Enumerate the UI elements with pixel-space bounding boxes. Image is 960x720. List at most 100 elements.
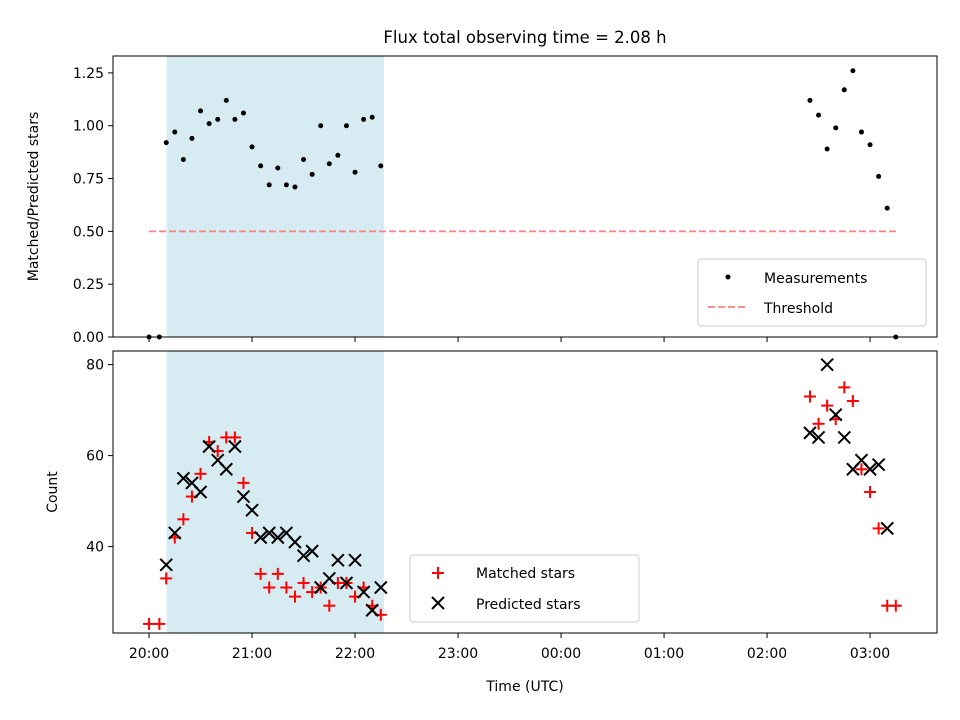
predicted-star-point — [322, 571, 337, 586]
measurement-point — [232, 116, 238, 122]
measurement-point — [301, 157, 307, 163]
predicted-star-point — [339, 576, 354, 590]
matched-star-point — [177, 513, 190, 526]
predicted-star-point — [159, 558, 173, 572]
predicted-star-point — [168, 526, 182, 540]
matched-star-point — [846, 395, 859, 408]
matched-star-point — [153, 617, 166, 630]
measurement-point — [240, 110, 246, 116]
predicted-star-point — [253, 530, 268, 545]
measurement-point — [266, 182, 272, 188]
legend-measurements-marker — [725, 274, 731, 280]
legend-threshold-label: Threshold — [763, 301, 833, 317]
predicted-star-point — [305, 544, 319, 558]
predicted-star-point — [365, 603, 379, 617]
measurement-point — [884, 205, 890, 211]
legend-matched-marker — [432, 567, 444, 579]
matched-star-point — [160, 572, 173, 585]
matched-star-point — [271, 567, 284, 580]
x-tick-label: 01:00 — [644, 646, 684, 662]
measurement-point — [361, 116, 367, 122]
measurement-point — [223, 97, 229, 103]
predicted-star-point — [820, 357, 834, 372]
measurement-point — [318, 123, 324, 129]
y-tick-label: 1.00 — [73, 119, 104, 135]
measurement-point — [326, 161, 332, 167]
x-tick-label: 21:00 — [232, 646, 272, 662]
bottom-panel: 40 60 80 20:00 21:00 22:00 23:00 00:00 01:00 02:… — [45, 350, 938, 662]
measurement-point — [824, 146, 830, 152]
predicted-star-point — [288, 535, 302, 549]
matched-star-point — [254, 567, 267, 580]
matched-star-point — [812, 417, 825, 430]
predicted-star-point — [863, 462, 877, 476]
y-tick-label: 0.00 — [73, 330, 104, 346]
bottom-axes-frame — [112, 350, 938, 634]
top-panel: 0.00 0.25 0.50 0.75 1.00 1.25 Matched/Predict… — [26, 55, 938, 346]
top-y-axis-label: Matched/Predicted stars — [26, 112, 42, 282]
matched-star-point — [194, 467, 207, 480]
matched-star-point — [263, 581, 276, 594]
predicted-star-point — [262, 526, 276, 540]
matched-star-point — [803, 390, 816, 403]
predicted-star-point — [331, 553, 345, 567]
predicted-star-point — [219, 462, 234, 476]
measurement-point — [816, 112, 822, 118]
measurement-point — [172, 129, 178, 135]
measurement-point — [249, 144, 255, 150]
measurement-point — [867, 142, 873, 148]
predicted-star-point — [176, 471, 191, 486]
measurement-point — [275, 165, 281, 171]
predicted-star-point — [348, 553, 362, 567]
shaded-interval — [166, 351, 384, 633]
measurement-point — [180, 157, 186, 163]
matched-star-point — [297, 576, 310, 589]
predicted-star-point — [271, 530, 285, 545]
matched-star-point — [228, 431, 241, 444]
predicted-star-point — [837, 430, 852, 445]
measurement-point — [850, 68, 856, 74]
measurement-point — [292, 184, 298, 190]
predicted-star-point — [829, 407, 843, 422]
y-tick-label: 0.50 — [73, 224, 104, 240]
measurement-point — [807, 97, 813, 103]
bottom-legend: Matched stars Predicted stars — [409, 554, 640, 623]
top-legend: Measurements Threshold — [697, 258, 927, 327]
measurement-point — [343, 123, 349, 129]
legend-predicted-marker — [431, 596, 445, 610]
predicted-star-point — [374, 580, 388, 595]
y-tick-label: 1.25 — [73, 66, 104, 82]
predicted-star-point — [228, 439, 242, 454]
measurement-point — [841, 87, 847, 93]
predicted-star-point — [871, 458, 886, 472]
x-tick-label: 23:00 — [438, 646, 478, 662]
matched-star-point — [143, 617, 156, 630]
y-tick-label: 80 — [86, 358, 104, 374]
predicted-star-point — [245, 503, 259, 517]
measurement-point — [876, 173, 882, 179]
measurement-point — [309, 171, 315, 177]
matched-star-point — [288, 590, 301, 603]
y-tick-label: 0.75 — [73, 172, 104, 188]
matched-star-point — [838, 381, 851, 394]
y-tick-label: 0.25 — [73, 277, 104, 293]
matched-star-point — [237, 476, 250, 489]
matched-star-point — [889, 599, 902, 612]
measurement-point — [283, 182, 289, 188]
predicted-star-point — [356, 585, 371, 599]
measurement-point — [858, 129, 864, 135]
x-tick-label: 22:00 — [335, 646, 375, 662]
x-tick-label: 02:00 — [747, 646, 787, 662]
legend-measurements-label: Measurements — [764, 271, 867, 287]
matched-star-point — [864, 486, 877, 498]
measurement-point — [198, 108, 204, 114]
matched-star-point — [855, 463, 868, 476]
measurement-point — [258, 163, 264, 169]
matched-star-point — [821, 399, 834, 412]
measurement-point — [206, 121, 212, 127]
y-tick-label: 40 — [86, 540, 104, 556]
measurement-point — [335, 152, 341, 158]
x-axis-label: Time (UTC) — [485, 679, 563, 695]
measurement-point — [833, 125, 839, 131]
